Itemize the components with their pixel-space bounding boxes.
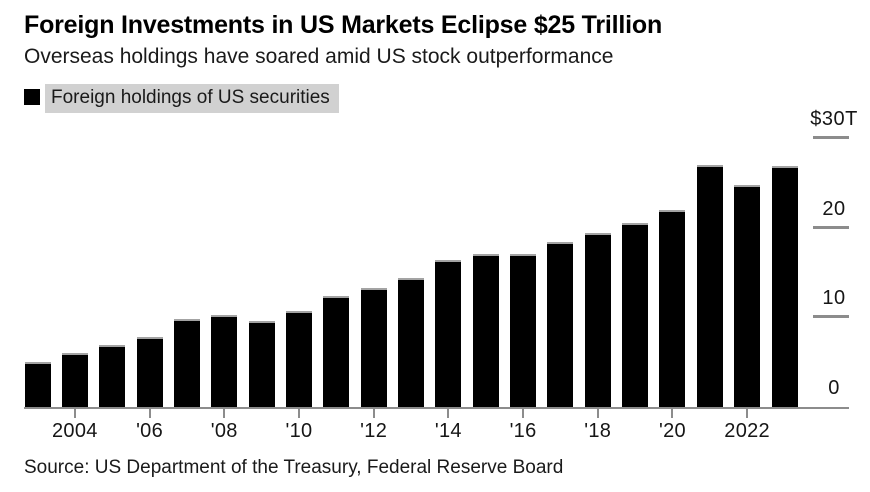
bar-2008 [211, 314, 238, 407]
x-tick-label: '12 [360, 420, 388, 442]
x-tick-label: '16 [509, 420, 537, 442]
bar-2021 [696, 164, 723, 407]
x-tick-label: '10 [285, 420, 313, 442]
bar-2011 [323, 295, 350, 407]
x-tick [372, 409, 375, 418]
bar-2020 [659, 209, 686, 407]
bar-2016 [510, 253, 537, 407]
x-tick-label: 2022 [724, 420, 770, 442]
x-tick [148, 409, 151, 418]
bar-2003 [24, 362, 51, 407]
bar-2019 [622, 223, 649, 407]
x-tick [297, 409, 300, 418]
bar-2023 [771, 165, 798, 407]
y-tick-label: 0 [828, 377, 840, 399]
legend-swatch-icon [24, 89, 40, 105]
bar-2004 [61, 353, 88, 407]
y-tick [813, 225, 849, 229]
legend-label: Foreign holdings of US securities [45, 84, 339, 113]
y-tick [813, 315, 849, 319]
x-tick [671, 409, 674, 418]
bar-2017 [547, 242, 574, 407]
x-tick-label: 2004 [51, 420, 98, 442]
x-tick [447, 409, 450, 418]
x-tick [73, 409, 76, 418]
x-tick-label: '14 [434, 420, 462, 442]
y-tick-label: $30T [810, 108, 858, 130]
x-tick [223, 409, 226, 418]
x-tick [746, 409, 749, 418]
x-tick-label: '08 [210, 420, 238, 442]
x-tick [522, 409, 525, 418]
bar-2013 [398, 277, 424, 407]
chart-subtitle: Overseas holdings have soared amid US st… [24, 45, 614, 68]
chart-title: Foreign Investments in US Markets Eclips… [24, 11, 663, 39]
bar-2010 [285, 311, 312, 407]
bar-2012 [360, 287, 387, 407]
x-tick [596, 409, 599, 418]
bar-2006 [136, 337, 163, 407]
x-tick-label: '20 [658, 420, 686, 442]
bar-2018 [584, 233, 611, 407]
x-tick-label: '18 [584, 420, 612, 442]
y-tick [813, 136, 849, 139]
x-axis-line [24, 407, 849, 409]
bar-2022 [734, 184, 761, 407]
source-note: Source: US Department of the Treasury, F… [24, 457, 564, 478]
bar-2015 [472, 253, 499, 407]
bar-2007 [173, 319, 200, 407]
y-tick-label: 10 [822, 287, 846, 310]
bar-2014 [435, 259, 462, 407]
x-tick-label: '06 [136, 420, 164, 442]
bar-2005 [99, 345, 126, 407]
bar-2009 [248, 320, 275, 407]
y-tick-label: 20 [822, 197, 846, 220]
legend: Foreign holdings of US securities [24, 84, 339, 113]
